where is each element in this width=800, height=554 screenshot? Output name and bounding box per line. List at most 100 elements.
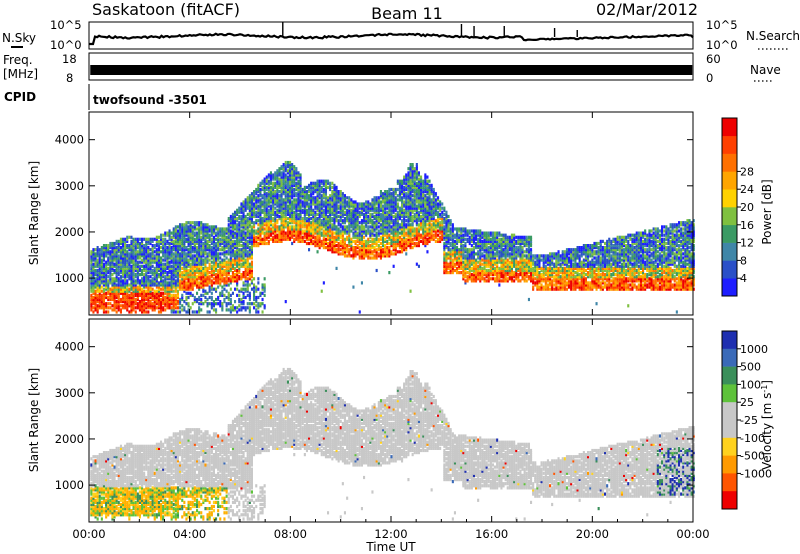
power-cell (202, 246, 205, 250)
power-cell (124, 268, 127, 273)
power-cell (170, 275, 173, 279)
power-cell (196, 285, 199, 289)
power-cell (354, 214, 357, 219)
power-cell (320, 196, 323, 200)
power-cell (329, 198, 332, 202)
power-cell (335, 210, 338, 214)
power-cell (327, 246, 330, 250)
power-cell (98, 293, 101, 297)
power-cell (394, 196, 397, 200)
power-cell (327, 198, 330, 202)
power-cell (291, 233, 294, 237)
power-cell (248, 306, 251, 310)
power-cell (358, 221, 361, 225)
power-cell (145, 256, 148, 260)
power-cell (234, 244, 237, 248)
power-cell (96, 258, 99, 262)
power-cell (130, 260, 133, 264)
power-cell (196, 260, 199, 264)
power-cell (96, 252, 99, 256)
power-cell (324, 206, 327, 210)
power-cell (153, 260, 156, 264)
power-cell (392, 252, 395, 256)
power-cell (301, 229, 304, 233)
power-cell (234, 277, 237, 281)
power-cell (314, 190, 317, 194)
power-cell (297, 185, 300, 189)
power-cell (310, 239, 313, 243)
power-cell (143, 308, 146, 312)
power-cell (225, 229, 228, 233)
power-cell (354, 225, 357, 229)
power-cell (365, 239, 368, 243)
power-cell (128, 295, 131, 300)
power-cell (244, 239, 247, 243)
power-cell (261, 231, 264, 235)
power-cell (157, 295, 160, 300)
power-cell (170, 256, 173, 260)
power-cell (324, 183, 327, 187)
power-cell (312, 200, 315, 204)
power-cell (329, 185, 332, 189)
power-cell (179, 285, 182, 289)
power-cell (324, 225, 327, 229)
power-cell (246, 293, 249, 297)
power-cell (308, 219, 311, 223)
power-cell (117, 308, 120, 312)
power-cell (198, 306, 201, 310)
power-cell (149, 262, 152, 266)
power-cell (356, 231, 359, 235)
power-cell (346, 227, 349, 231)
power-cell (109, 254, 112, 258)
power-cell (375, 225, 378, 229)
power-cell (363, 231, 366, 235)
power-cell (124, 281, 127, 285)
power-cell (278, 210, 281, 214)
power-cell (217, 256, 220, 260)
power-cell (196, 271, 199, 275)
power-cell (176, 237, 179, 241)
power-cell (314, 225, 317, 229)
power-cell (92, 277, 95, 281)
power-cell (267, 187, 270, 192)
power-cell (396, 187, 399, 192)
power-cell (189, 287, 192, 291)
power-cell (113, 252, 116, 256)
power-cell (94, 293, 97, 297)
power-cell (223, 283, 226, 287)
power-cell (358, 246, 361, 250)
power-cell (299, 179, 302, 183)
power-cell (282, 227, 285, 231)
power-cell (316, 250, 319, 254)
power-cell (398, 235, 401, 239)
power-cell (138, 246, 141, 250)
power-cell (111, 277, 114, 281)
power-cell (223, 246, 226, 250)
power-cell (227, 225, 230, 229)
power-cell (113, 244, 116, 248)
power-cell (109, 302, 112, 306)
power-cell (278, 204, 281, 208)
power-cell (310, 192, 313, 196)
power-cell (229, 244, 232, 248)
power-cell (229, 250, 232, 254)
power-cell (242, 206, 245, 210)
power-cell (293, 233, 296, 237)
power-cell (272, 187, 275, 192)
power-cell (94, 289, 97, 293)
power-cell (117, 304, 120, 308)
power-cell (250, 192, 253, 196)
power-cell (244, 204, 247, 208)
power-cell (107, 297, 110, 302)
power-cell (248, 262, 251, 266)
power-cell (286, 200, 289, 204)
power-cell (293, 177, 296, 181)
power-cell (202, 258, 205, 262)
power-cell (295, 198, 298, 202)
power-cell (147, 300, 150, 304)
power-cell (255, 206, 258, 210)
power-cell (322, 200, 325, 204)
power-cell (261, 241, 264, 246)
power-cell (242, 271, 245, 275)
power-cell (246, 231, 249, 235)
